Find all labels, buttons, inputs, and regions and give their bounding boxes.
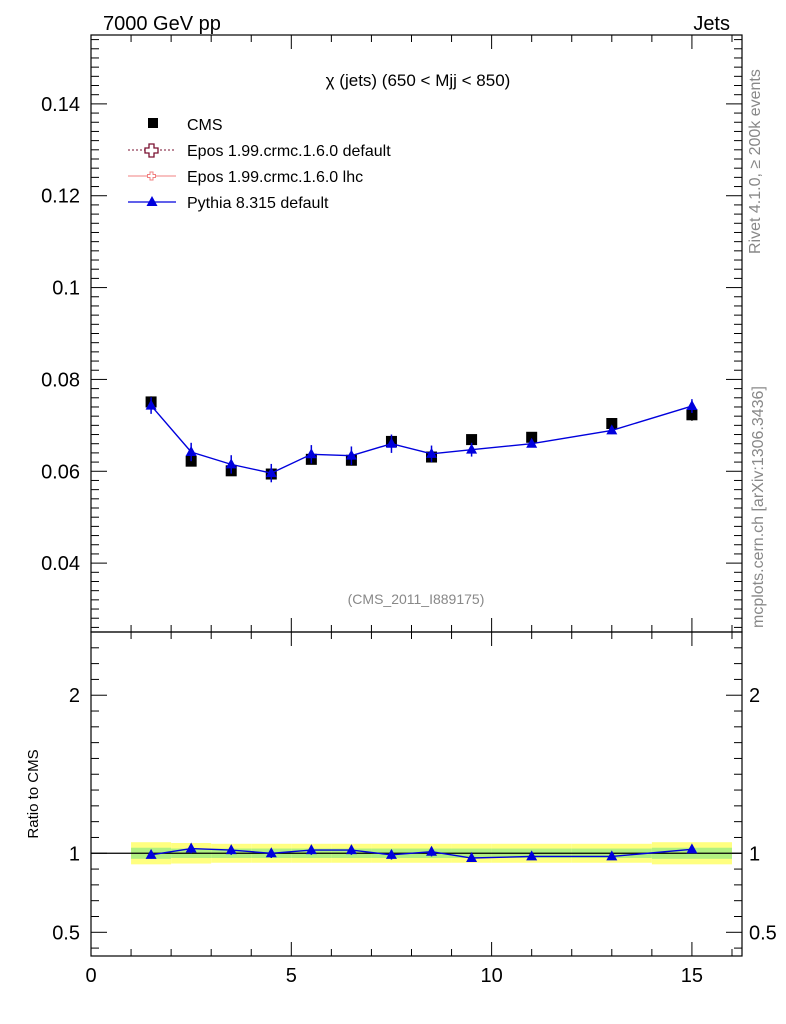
ratio-point <box>345 844 357 855</box>
pythia-point <box>526 437 538 448</box>
header-left: 7000 GeV pp <box>103 13 221 35</box>
y-tick-label-ratio-right: 0.5 <box>749 922 777 944</box>
ratio-panel-frame <box>90 631 743 957</box>
y-tick-label-ratio: 1 <box>69 843 80 865</box>
pythia-line <box>150 405 693 474</box>
pythia-point <box>385 437 397 448</box>
pythia-point <box>466 443 478 454</box>
ratio-point <box>225 844 237 855</box>
ratio-point <box>265 847 277 858</box>
y-tick-label-main: 0.08 <box>41 369 80 391</box>
y-tick-label-main: 0.1 <box>52 278 80 300</box>
y-tick-label-ratio: 2 <box>69 685 80 707</box>
x-tick-label: 0 <box>85 965 96 987</box>
pythia-point <box>305 448 317 459</box>
y-tick-label-ratio-right: 2 <box>749 685 760 707</box>
ratio-point <box>686 843 698 854</box>
y-tick-label-ratio-right: 1 <box>749 843 760 865</box>
y-tick-label-main: 0.04 <box>41 553 80 575</box>
ratio-point <box>426 845 438 856</box>
pythia-point <box>265 467 277 478</box>
cms-point <box>686 409 698 421</box>
legend-pythia-marker <box>146 196 158 206</box>
pythia-point <box>185 445 197 456</box>
data-marks <box>145 396 698 863</box>
legend-pythia-label: Pythia 8.315 default <box>187 195 329 212</box>
legend-epos-default-marker <box>144 143 159 158</box>
legend-epos-lhc-marker <box>147 171 156 181</box>
pythia-point <box>345 449 357 460</box>
rivet-label: Rivet 4.1.0, ≥ 200k events <box>747 69 764 254</box>
ratio-pythia-line <box>150 847 692 859</box>
x-tick-label: 10 <box>480 965 502 987</box>
pythia-point <box>426 447 438 458</box>
legend-cms-marker <box>148 118 158 128</box>
cms-point <box>606 418 618 430</box>
ratio-ylabel: Ratio to CMS <box>25 749 42 838</box>
x-tick-label: 15 <box>681 965 703 987</box>
pythia-point <box>686 400 698 411</box>
chart-title: χ (jets) (650 < Mjj < 850) <box>326 71 511 90</box>
y-tick-label-main: 0.12 <box>41 186 80 208</box>
y-tick-label-main: 0.06 <box>41 461 80 483</box>
ratio-point <box>185 842 197 853</box>
ratio-point <box>305 844 317 855</box>
ratio-point <box>145 848 157 859</box>
mcplots-label: mcplots.cern.ch [arXiv:1306.3436] <box>750 386 767 628</box>
y-tick-label-main: 0.14 <box>41 94 80 116</box>
legend-epos-lhc-label: Epos 1.99.crmc.1.6.0 lhc <box>187 169 363 186</box>
cms-point <box>466 434 478 446</box>
header-right: Jets <box>693 13 730 35</box>
pythia-point <box>606 424 618 435</box>
ratio-point <box>466 852 478 863</box>
analysis-watermark: (CMS_2011_I889175) <box>348 591 485 607</box>
pythia-point <box>225 458 237 469</box>
legend-cms-label: CMS <box>187 117 223 134</box>
y-tick-label-ratio: 0.5 <box>52 922 80 944</box>
ratio-point <box>385 848 397 859</box>
ratio-point <box>526 850 538 861</box>
x-tick-label: 5 <box>286 965 297 987</box>
cms-point <box>526 431 538 443</box>
legend: CMS Epos 1.99.crmc.1.6.0 default Epos 1.… <box>128 117 391 212</box>
ratio-point <box>606 850 618 861</box>
legend-epos-default-label: Epos 1.99.crmc.1.6.0 default <box>187 143 391 160</box>
pythia-point <box>145 399 157 410</box>
